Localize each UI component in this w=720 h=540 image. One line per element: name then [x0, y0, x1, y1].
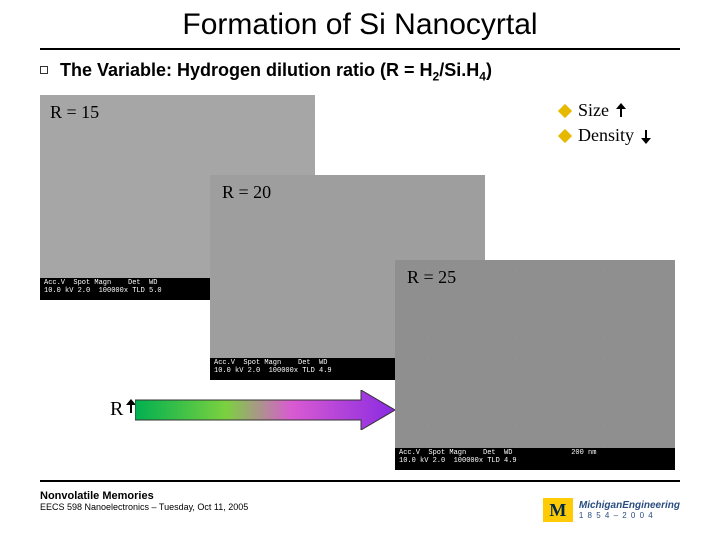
logo-text-block: MichiganEngineering 1 8 5 4 – 2 0 0 4 — [579, 500, 680, 520]
footer-title-text: Nonvolatile Memories — [40, 490, 248, 502]
arrow-up-icon — [615, 103, 627, 119]
sem-info-bar: Acc.V Spot Magn Det WD 200 nm 10.0 kV 2.… — [395, 448, 675, 470]
gradient-arrow — [135, 390, 395, 430]
legend: Size Density — [560, 100, 652, 150]
legend-size: Size — [560, 100, 652, 121]
legend-size-label: Size — [578, 100, 609, 121]
sem-label-r25: R = 25 — [407, 267, 456, 288]
sem-line2: 10.0 kV 2.0 100000x TLD 4.9 — [399, 457, 517, 465]
diamond-icon — [558, 103, 572, 117]
arrow-down-icon — [640, 128, 652, 144]
footer-title: Nonvolatile Memories EECS 598 Nanoelectr… — [40, 490, 248, 512]
bullet-text: The Variable: Hydrogen dilution ratio (R… — [60, 60, 492, 84]
diamond-icon — [558, 128, 572, 142]
title-underline — [40, 48, 680, 50]
michigan-m-icon: M — [543, 498, 573, 522]
slide-root: Formation of Si Nanocyrtal The Variable:… — [0, 0, 720, 540]
sem-label-r15: R = 15 — [50, 102, 99, 123]
footer-divider — [40, 480, 680, 482]
logo-text: MichiganEngineering — [579, 500, 680, 511]
legend-density-label: Density — [578, 125, 634, 146]
r-letter: R — [110, 398, 123, 420]
logo-years: 1 8 5 4 – 2 0 0 4 — [579, 511, 680, 520]
sem-label-r20: R = 20 — [222, 182, 271, 203]
sem-noise — [395, 260, 675, 470]
r-increase-label: R — [110, 398, 137, 421]
logo-area: M MichiganEngineering 1 8 5 4 – 2 0 0 4 — [543, 498, 680, 522]
bullet-sub2: 4 — [479, 70, 486, 84]
footer-subtitle: EECS 598 Nanoelectronics – Tuesday, Oct … — [40, 502, 248, 512]
sem-line2: 10.0 kV 2.0 100000x TLD 5.0 — [44, 287, 162, 295]
legend-density: Density — [560, 125, 652, 146]
main-bullet: The Variable: Hydrogen dilution ratio (R… — [40, 60, 492, 84]
slide-title: Formation of Si Nanocyrtal — [0, 8, 720, 42]
sem-line2: 10.0 kV 2.0 100000x TLD 4.9 — [214, 367, 332, 375]
bullet-mid: /Si.H — [439, 60, 479, 80]
bullet-square-icon — [40, 66, 48, 74]
sem-image-r25: Acc.V Spot Magn Det WD 200 nm 10.0 kV 2.… — [395, 260, 675, 470]
bullet-suffix: ) — [486, 60, 492, 80]
bullet-prefix: The Variable: Hydrogen dilution ratio (R… — [60, 60, 433, 80]
